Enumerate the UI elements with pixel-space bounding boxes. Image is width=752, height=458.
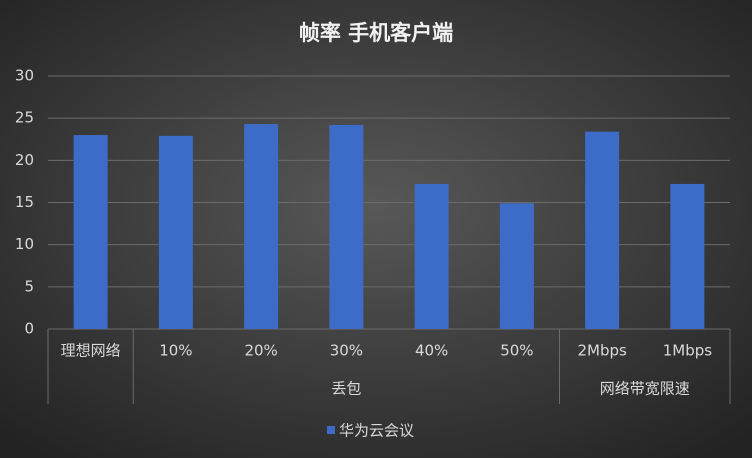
y-tick-label: 5 [24,277,34,295]
x-tick-label: 40% [415,342,448,360]
bar [244,124,279,329]
bar [414,183,449,329]
x-tick-label: 50% [500,342,533,360]
x-tick-label: 30% [330,342,363,360]
legend-swatch [327,426,335,434]
x-tick-label: 20% [244,342,277,360]
y-tick-label: 30 [15,67,34,85]
y-tick-label: 20 [15,151,34,169]
y-tick-label: 10 [15,235,34,253]
x-tick-label: 10% [159,342,192,360]
bar [499,203,534,329]
y-tick-label: 0 [24,320,34,338]
y-tick-label: 15 [15,193,34,211]
chart-title: 帧率 手机客户端 [299,21,453,45]
y-tick-label: 25 [15,109,34,127]
bar [329,124,364,329]
bar [73,135,108,329]
legend-label: 华为云会议 [339,422,414,440]
x-tick-label: 2Mbps [577,342,627,360]
group-label: 丢包 [331,380,361,398]
group-label: 网络带宽限速 [600,380,690,398]
x-tick-label: 1Mbps [663,342,713,360]
x-tick-label: 理想网络 [61,342,121,360]
bar [158,135,193,329]
bar [670,183,705,329]
bar [585,131,620,329]
